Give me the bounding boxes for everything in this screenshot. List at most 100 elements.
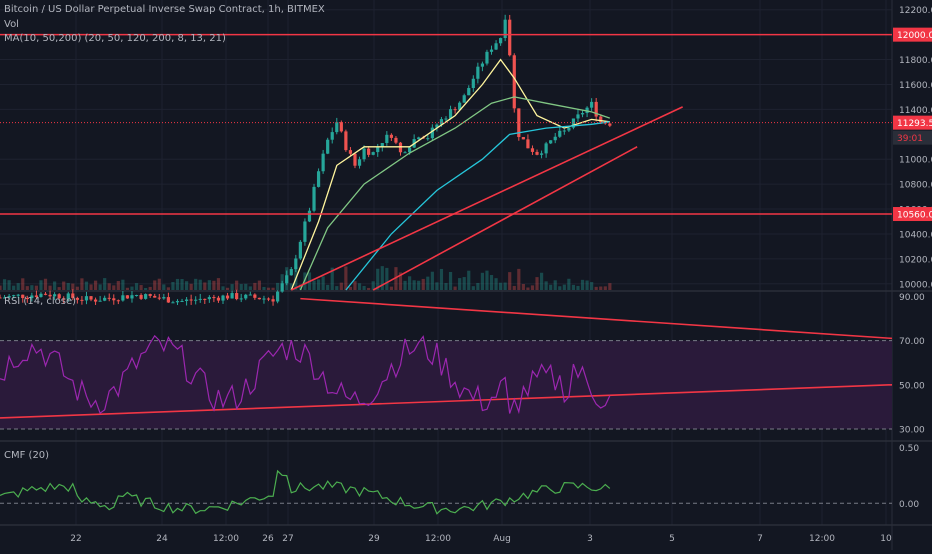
volume-bar xyxy=(94,281,97,290)
volume-bar xyxy=(531,285,534,290)
rsi-label[interactable]: RSI (14, close) xyxy=(4,296,76,307)
level-high-badge: 12000.0 xyxy=(897,31,932,41)
time-tick-label: 5 xyxy=(669,534,675,544)
candle-body xyxy=(485,52,488,64)
candle-body xyxy=(481,64,484,67)
candle-body xyxy=(276,292,279,302)
rsi-band xyxy=(0,341,892,429)
candle-body xyxy=(408,148,411,153)
volume-bar xyxy=(567,279,570,290)
symbol-title[interactable]: Bitcoin / US Dollar Perpetual Inverse Sw… xyxy=(4,4,325,15)
candle-body xyxy=(281,283,284,291)
volume-bar xyxy=(385,268,388,290)
volume-bar xyxy=(99,284,102,290)
volume-bar xyxy=(563,285,566,290)
candle-body xyxy=(399,143,402,153)
volume-bar xyxy=(517,269,520,290)
volume-bar xyxy=(176,279,179,290)
time-tick-label: 29 xyxy=(368,534,380,544)
volume-bar xyxy=(353,281,356,290)
volume-bar xyxy=(599,287,602,290)
volume-bar xyxy=(203,282,206,290)
candle-body xyxy=(103,298,106,301)
candle-body xyxy=(208,297,211,299)
volume-bar xyxy=(17,283,20,290)
volume-bar xyxy=(121,280,124,290)
cmf-tick-label: 0.00 xyxy=(899,500,919,510)
time-tick-label: 22 xyxy=(70,534,81,544)
candle-body xyxy=(549,140,552,143)
candle-body xyxy=(285,275,288,283)
candle-body xyxy=(576,114,579,118)
ma-label[interactable]: MA(10, 50,200) (20, 50, 120, 200, 8, 13,… xyxy=(4,33,226,44)
volume-bar xyxy=(103,278,106,290)
volume-bar xyxy=(221,286,224,290)
volume-bar xyxy=(572,285,575,290)
candle-body xyxy=(449,109,452,118)
volume-bar xyxy=(499,283,502,290)
price-tick-label: 11400.0 xyxy=(899,106,932,116)
volume-bar xyxy=(208,280,211,290)
candle-body xyxy=(235,293,238,299)
time-tick-label: 7 xyxy=(757,534,763,544)
volume-bar xyxy=(494,278,497,290)
candle-body xyxy=(390,135,393,138)
cmf-label[interactable]: CMF (20) xyxy=(4,450,49,461)
candle-body xyxy=(472,79,475,88)
volume-label[interactable]: Vol xyxy=(4,19,19,30)
candle-body xyxy=(353,154,356,166)
candle-body xyxy=(417,137,420,139)
volume-bar xyxy=(244,284,247,290)
volume-bar xyxy=(44,279,47,290)
volume-bar xyxy=(581,280,584,290)
candle-body xyxy=(144,294,147,299)
rsi-band-layer xyxy=(0,341,892,429)
volume-bar xyxy=(490,275,493,290)
volume-bar xyxy=(271,288,274,290)
candle-body xyxy=(135,295,138,296)
candle-body xyxy=(162,297,165,298)
candle-body xyxy=(540,153,543,154)
volume-bar xyxy=(595,287,598,290)
volume-bar xyxy=(12,286,15,290)
candle-body xyxy=(344,131,347,150)
candle-body xyxy=(522,137,525,139)
volume-bar xyxy=(367,288,370,290)
candle-body xyxy=(253,295,256,298)
rsi-tick-label: 50.00 xyxy=(899,381,925,391)
volume-bar xyxy=(472,286,475,290)
volume-bar xyxy=(349,287,352,290)
volume-bar xyxy=(526,287,529,290)
candle-body xyxy=(531,148,534,152)
candle-body xyxy=(108,298,111,299)
volume-bar xyxy=(435,282,438,290)
candle-body xyxy=(121,295,124,300)
volume-bar xyxy=(576,286,579,290)
volume-bar xyxy=(35,286,38,290)
volume-bar xyxy=(467,271,470,290)
volume-bar xyxy=(112,285,115,290)
candle-body xyxy=(567,128,570,131)
volume-bar xyxy=(71,284,74,290)
candle-body xyxy=(372,152,375,155)
volume-bar xyxy=(258,281,261,290)
candle-body xyxy=(130,295,133,298)
time-tick-label: 26 xyxy=(262,534,274,544)
volume-bar xyxy=(26,286,29,290)
volume-bar xyxy=(240,284,243,290)
candle-body xyxy=(535,152,538,155)
volume-bar xyxy=(62,282,65,290)
volume-bar xyxy=(362,286,365,290)
volume-bar xyxy=(554,280,557,290)
candle-body xyxy=(94,300,97,302)
volume-bar xyxy=(80,278,83,290)
volume-bar xyxy=(358,283,361,290)
candle-body xyxy=(271,299,274,301)
volume-bar xyxy=(190,284,193,290)
volume-bar xyxy=(139,285,142,290)
volume-bar xyxy=(48,286,51,290)
volume-bar xyxy=(390,287,393,290)
